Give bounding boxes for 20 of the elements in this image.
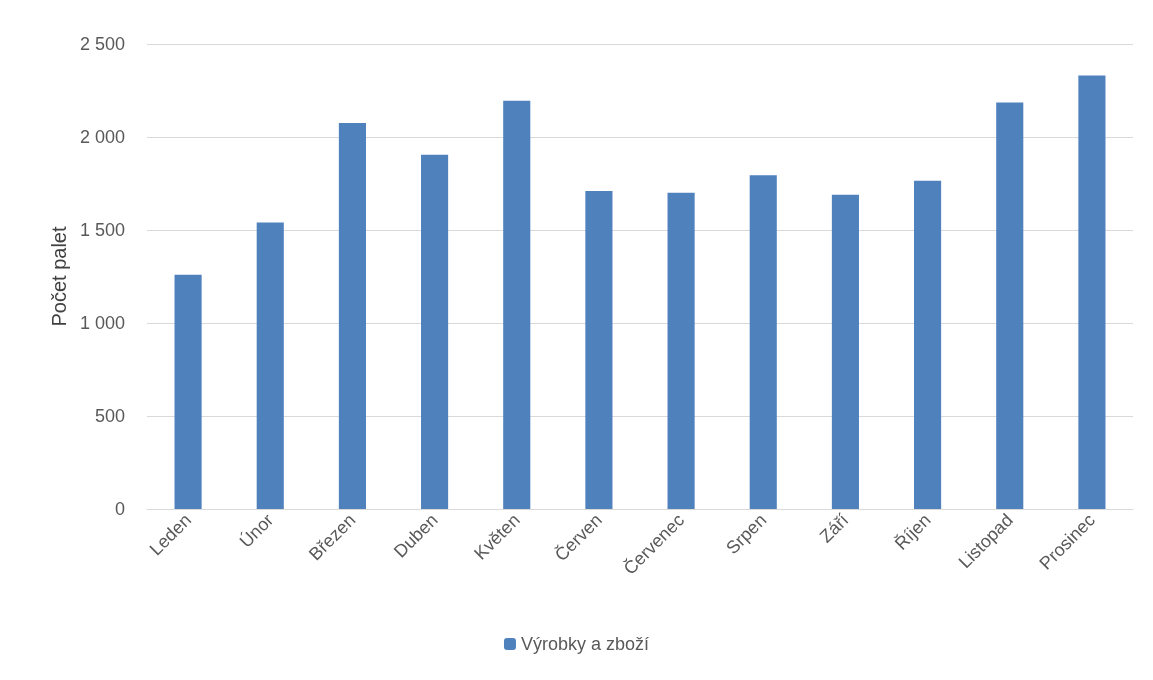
y-tick-label: 500: [94, 406, 125, 426]
bar: [996, 102, 1024, 509]
bar: [503, 100, 531, 509]
y-tick-label: 1 500: [79, 220, 125, 240]
bar: [338, 123, 366, 509]
bar: [1078, 75, 1106, 509]
y-tick-label: 2 500: [79, 34, 125, 54]
bar: [174, 274, 202, 509]
y-tick-label: 1 000: [79, 313, 125, 333]
bar: [749, 175, 777, 509]
legend-label: Výrobky a zboží: [520, 634, 650, 654]
bar: [421, 154, 449, 509]
bar: [585, 190, 613, 509]
y-tick-label: 2 000: [79, 127, 125, 147]
bar: [831, 194, 859, 509]
bar: [914, 180, 942, 509]
bar: [256, 222, 284, 509]
bar: [667, 192, 695, 509]
y-tick-label: 0: [114, 499, 125, 519]
y-axis-title: Počet palet: [48, 226, 71, 327]
